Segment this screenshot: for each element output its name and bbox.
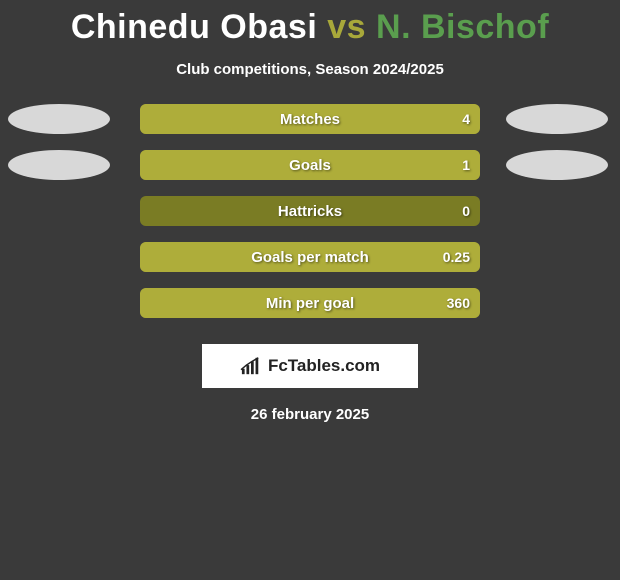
stat-row: Min per goal 360 xyxy=(0,280,620,326)
subtitle: Club competitions, Season 2024/2025 xyxy=(0,61,620,78)
stat-row: Matches 4 xyxy=(0,96,620,142)
stat-label: Goals per match xyxy=(251,249,369,266)
logo-box: FcTables.com xyxy=(202,344,418,388)
stat-bar: Min per goal 360 xyxy=(140,288,480,318)
player2-name: N. Bischof xyxy=(376,8,549,46)
player1-name: Chinedu Obasi xyxy=(71,8,317,46)
stat-label: Matches xyxy=(280,111,340,128)
stat-row: Goals 1 xyxy=(0,142,620,188)
stat-bar: Hattricks 0 xyxy=(140,196,480,226)
player2-marker xyxy=(506,104,608,134)
stat-bar: Matches 4 xyxy=(140,104,480,134)
date-text: 26 february 2025 xyxy=(0,406,620,423)
stat-label: Hattricks xyxy=(278,203,342,220)
stat-bar: Goals per match 0.25 xyxy=(140,242,480,272)
stat-value: 360 xyxy=(447,295,470,311)
player1-marker xyxy=(8,104,110,134)
stat-value: 4 xyxy=(462,111,470,127)
stat-label: Min per goal xyxy=(266,295,354,312)
stat-bar: Goals 1 xyxy=(140,150,480,180)
stat-value: 1 xyxy=(462,157,470,173)
stat-value: 0 xyxy=(462,203,470,219)
stat-row: Goals per match 0.25 xyxy=(0,234,620,280)
vs-text: vs xyxy=(327,8,366,46)
stat-row: Hattricks 0 xyxy=(0,188,620,234)
player2-marker xyxy=(506,150,608,180)
comparison-title: Chinedu Obasi vs N. Bischof xyxy=(0,0,620,47)
barchart-icon xyxy=(240,356,262,376)
stat-label: Goals xyxy=(289,157,331,174)
stats-container: Matches 4 Goals 1 Hattricks 0 Goals per match 0… xyxy=(0,96,620,326)
logo-text: FcTables.com xyxy=(268,356,380,376)
player1-marker xyxy=(8,150,110,180)
stat-value: 0.25 xyxy=(443,249,470,265)
